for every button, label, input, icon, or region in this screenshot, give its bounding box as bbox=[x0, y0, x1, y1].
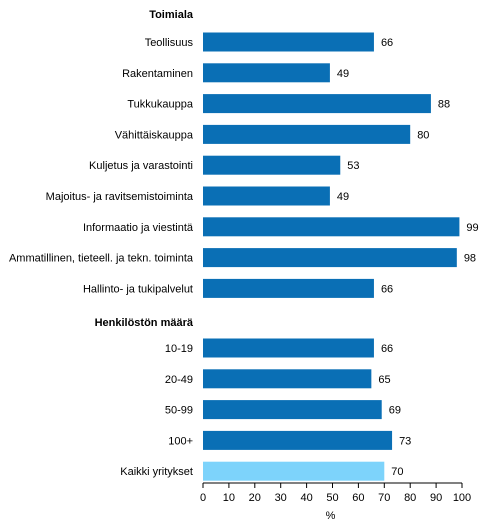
category-label: Vähittäiskauppa bbox=[115, 129, 194, 141]
bar bbox=[203, 32, 374, 52]
bar bbox=[203, 63, 330, 83]
category-label: 10-19 bbox=[165, 343, 193, 355]
value-label: 66 bbox=[381, 37, 393, 49]
value-label: 49 bbox=[337, 68, 349, 80]
bar bbox=[203, 430, 393, 450]
value-label: 53 bbox=[347, 160, 359, 172]
value-label: 69 bbox=[389, 405, 401, 417]
x-tick-label: 50 bbox=[326, 492, 338, 504]
value-label: 73 bbox=[399, 435, 411, 447]
value-label: 70 bbox=[391, 466, 403, 478]
category-label: Majoitus- ja ravitsemistoiminta bbox=[46, 191, 194, 203]
category-label: Ammatillinen, tieteell. ja tekn. toimint… bbox=[9, 253, 194, 265]
bar bbox=[203, 400, 382, 420]
category-label: Informaatio ja viestintä bbox=[83, 222, 194, 234]
bar bbox=[203, 369, 372, 389]
x-tick-label: 20 bbox=[249, 492, 261, 504]
x-tick-label: 90 bbox=[430, 492, 442, 504]
bar bbox=[203, 461, 385, 481]
category-label: 100+ bbox=[168, 435, 193, 447]
category-label: Rakentaminen bbox=[122, 68, 193, 80]
x-tick-label: 0 bbox=[200, 492, 206, 504]
group-heading: Henkilöstön määrä bbox=[95, 317, 194, 329]
x-tick-label: 60 bbox=[352, 492, 364, 504]
value-label: 66 bbox=[381, 283, 393, 295]
x-axis-label: % bbox=[326, 510, 336, 522]
category-label: 20-49 bbox=[165, 374, 193, 386]
category-label: Kuljetus ja varastointi bbox=[89, 160, 193, 172]
x-tick-label: 70 bbox=[378, 492, 390, 504]
bar bbox=[203, 338, 374, 358]
category-label: Teollisuus bbox=[145, 37, 194, 49]
bar bbox=[203, 124, 411, 144]
value-label: 49 bbox=[337, 191, 349, 203]
value-label: 88 bbox=[438, 99, 450, 111]
value-label: 66 bbox=[381, 343, 393, 355]
value-label: 65 bbox=[378, 374, 390, 386]
bar bbox=[203, 155, 341, 175]
bar bbox=[203, 217, 460, 237]
bar bbox=[203, 186, 330, 206]
category-label: 50-99 bbox=[165, 405, 193, 417]
bar bbox=[203, 278, 374, 298]
value-label: 80 bbox=[417, 129, 429, 141]
value-label: 98 bbox=[464, 253, 476, 265]
category-label: Hallinto- ja tukipalvelut bbox=[83, 283, 193, 295]
value-label: 99 bbox=[466, 222, 478, 234]
bar bbox=[203, 94, 431, 114]
x-tick-label: 100 bbox=[453, 492, 471, 504]
category-label: Tukkukauppa bbox=[127, 99, 194, 111]
category-label: Kaikki yritykset bbox=[120, 466, 193, 478]
x-tick-label: 30 bbox=[275, 492, 287, 504]
group-heading: Toimiala bbox=[149, 9, 194, 21]
x-tick-label: 40 bbox=[300, 492, 312, 504]
bar bbox=[203, 248, 457, 268]
x-tick-label: 80 bbox=[404, 492, 416, 504]
x-tick-label: 10 bbox=[223, 492, 235, 504]
